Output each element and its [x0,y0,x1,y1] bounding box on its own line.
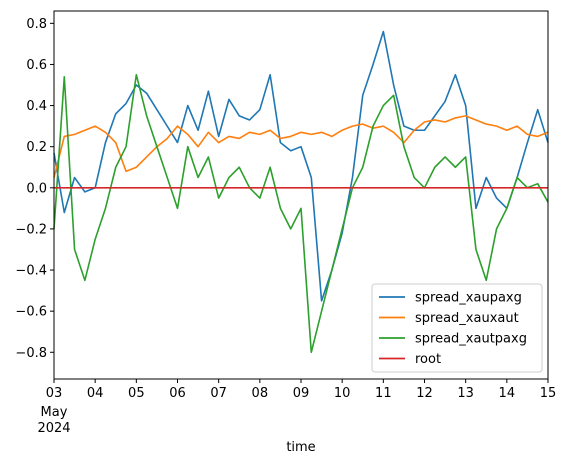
x-tick-label: 12 [416,386,433,401]
x-tick-label: 11 [375,386,392,401]
legend-box [371,283,543,373]
x-tick-label: 05 [128,386,145,401]
x-axis: 03 04 05 06 07 08 09 10 11 12 13 14 15 [46,379,557,401]
x-tick-label: 06 [169,386,186,401]
x-tick-label: 07 [210,386,227,401]
x-axis-sub-label-month: May [41,405,68,420]
x-axis-sub-label-year: 2024 [37,421,70,436]
y-tick-label: −0.2 [15,222,47,237]
y-tick-label: 0.4 [26,99,47,114]
x-tick-label: 08 [252,386,269,401]
series-line-spread-xaupaxg [53,30,549,302]
series-line-spread-xautpaxg [53,73,549,354]
x-tick-label: 04 [87,386,104,401]
y-tick-label: −0.8 [15,346,47,361]
legend-label: spread_xauxaut [415,311,519,326]
y-tick-label: 0.8 [26,17,47,32]
y-tick-label: 0.6 [26,58,47,73]
y-tick-label: −0.4 [15,264,47,279]
y-axis: 0.8 0.6 0.4 0.2 0.0 −0.2 −0.4 −0.6 −0.8 [15,17,54,361]
y-tick-label: −0.6 [15,305,47,320]
x-tick-label: 14 [499,386,516,401]
y-tick-label: 0.2 [26,140,47,155]
series-line-spread-xauxaut [53,115,549,178]
y-tick-label: 0.0 [26,181,47,196]
x-tick-label: 15 [540,386,557,401]
legend-label: spread_xaupaxg [415,291,522,306]
x-axis-title: time [286,440,315,455]
legend-label: root [415,352,441,367]
legend: spread_xaupaxg spread_xauxaut spread_xautp… [371,283,543,373]
x-tick-label: 09 [293,386,310,401]
plot-series [53,30,549,354]
x-tick-label: 10 [334,386,351,401]
x-tick-label: 03 [46,386,63,401]
x-tick-label: 13 [457,386,474,401]
legend-label: spread_xautpaxg [415,332,527,347]
